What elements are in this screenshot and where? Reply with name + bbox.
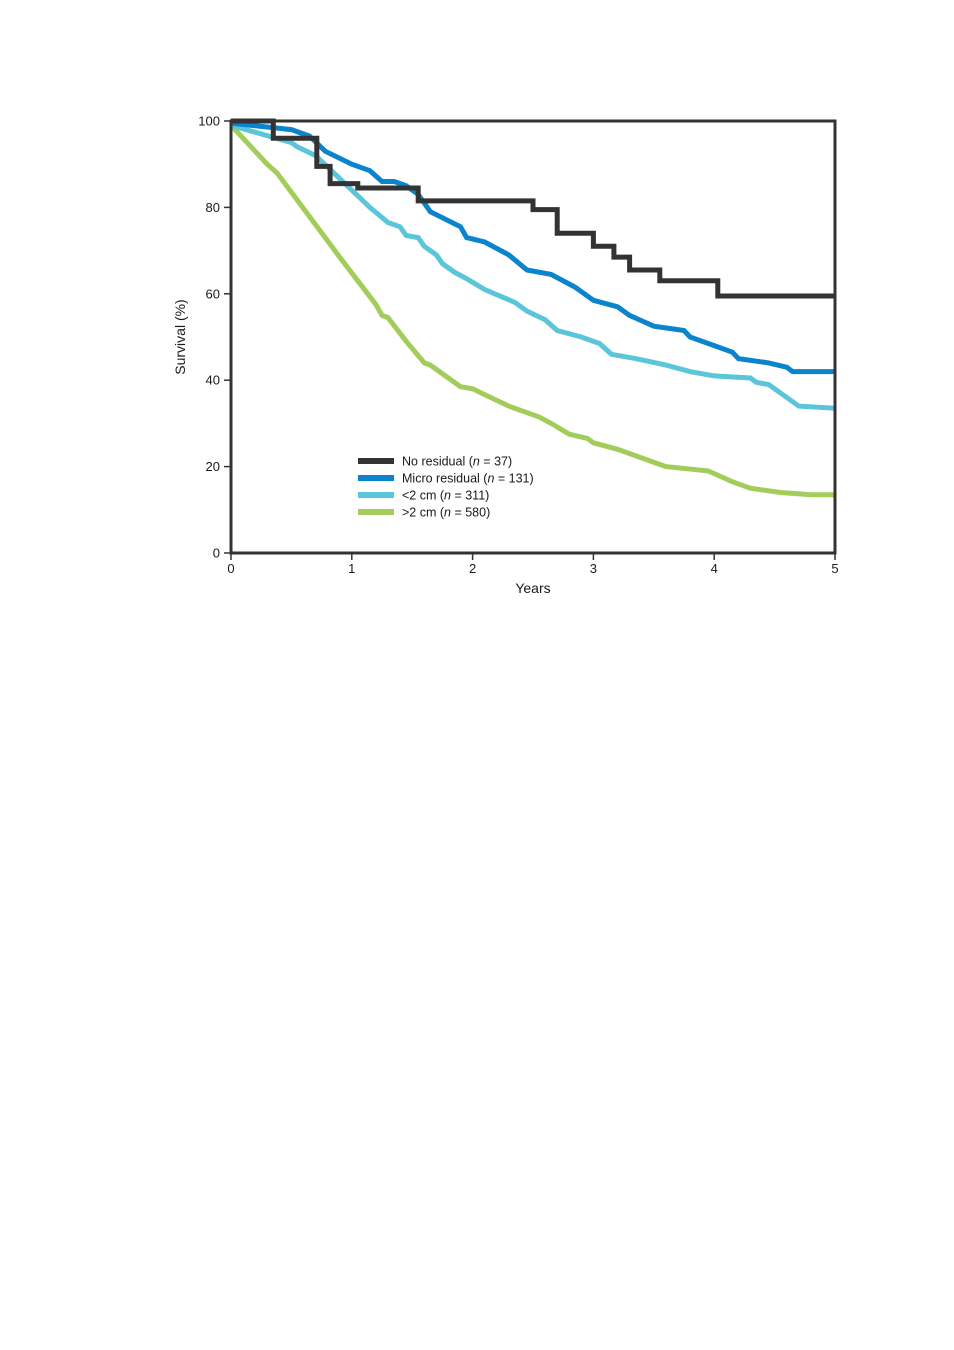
x-tick-label: 5 [831, 561, 838, 576]
legend-label: Micro residual (n = 131) [402, 472, 534, 486]
legend-label-prefix: <2 cm ( [402, 489, 445, 503]
legend-label-suffix: = 580) [451, 506, 490, 520]
legend-label-n: n [487, 472, 494, 486]
x-tick-label: 2 [469, 561, 476, 576]
series-line-1 [230, 120, 835, 375]
y-axis: 0 20 40 60 80 100 [198, 114, 231, 561]
legend-label-prefix: >2 cm ( [402, 506, 445, 520]
y-tick-label: 80 [206, 200, 220, 215]
y-axis-title: Survival (%) [172, 299, 188, 374]
legend: No residual (n = 37)Micro residual (n = … [358, 455, 534, 520]
legend-label-n: n [444, 489, 451, 503]
y-tick-label: 20 [206, 459, 220, 474]
plot-frame [229, 119, 837, 555]
y-tick-label: 60 [206, 286, 220, 301]
x-axis: 0 1 2 3 4 5 [227, 553, 839, 576]
legend-label: <2 cm (n = 311) [402, 489, 489, 503]
series-line-0 [231, 118, 835, 299]
legend-label-n: n [473, 455, 480, 469]
legend-label-suffix: = 37) [480, 455, 512, 469]
legend-label-prefix: No residual ( [402, 455, 474, 469]
legend-label-suffix: = 131) [494, 472, 533, 486]
legend-label-n: n [444, 506, 451, 520]
series-line-3 [229, 123, 835, 498]
y-tick-label: 0 [213, 546, 220, 561]
legend-label: >2 cm (n = 580) [402, 506, 490, 520]
legend-label-prefix: Micro residual ( [402, 472, 488, 486]
legend-label-suffix: = 311) [451, 489, 489, 503]
legend-label: No residual (n = 37) [402, 455, 512, 469]
y-tick-label: 100 [198, 114, 220, 129]
x-tick-label: 3 [590, 561, 597, 576]
x-tick-label: 1 [348, 561, 355, 576]
series-lines [229, 118, 836, 498]
x-tick-label: 4 [711, 561, 718, 576]
x-axis-title: Years [515, 580, 550, 596]
x-tick-label: 0 [227, 561, 234, 576]
series-line-2 [230, 122, 836, 411]
y-tick-label: 40 [206, 373, 220, 388]
